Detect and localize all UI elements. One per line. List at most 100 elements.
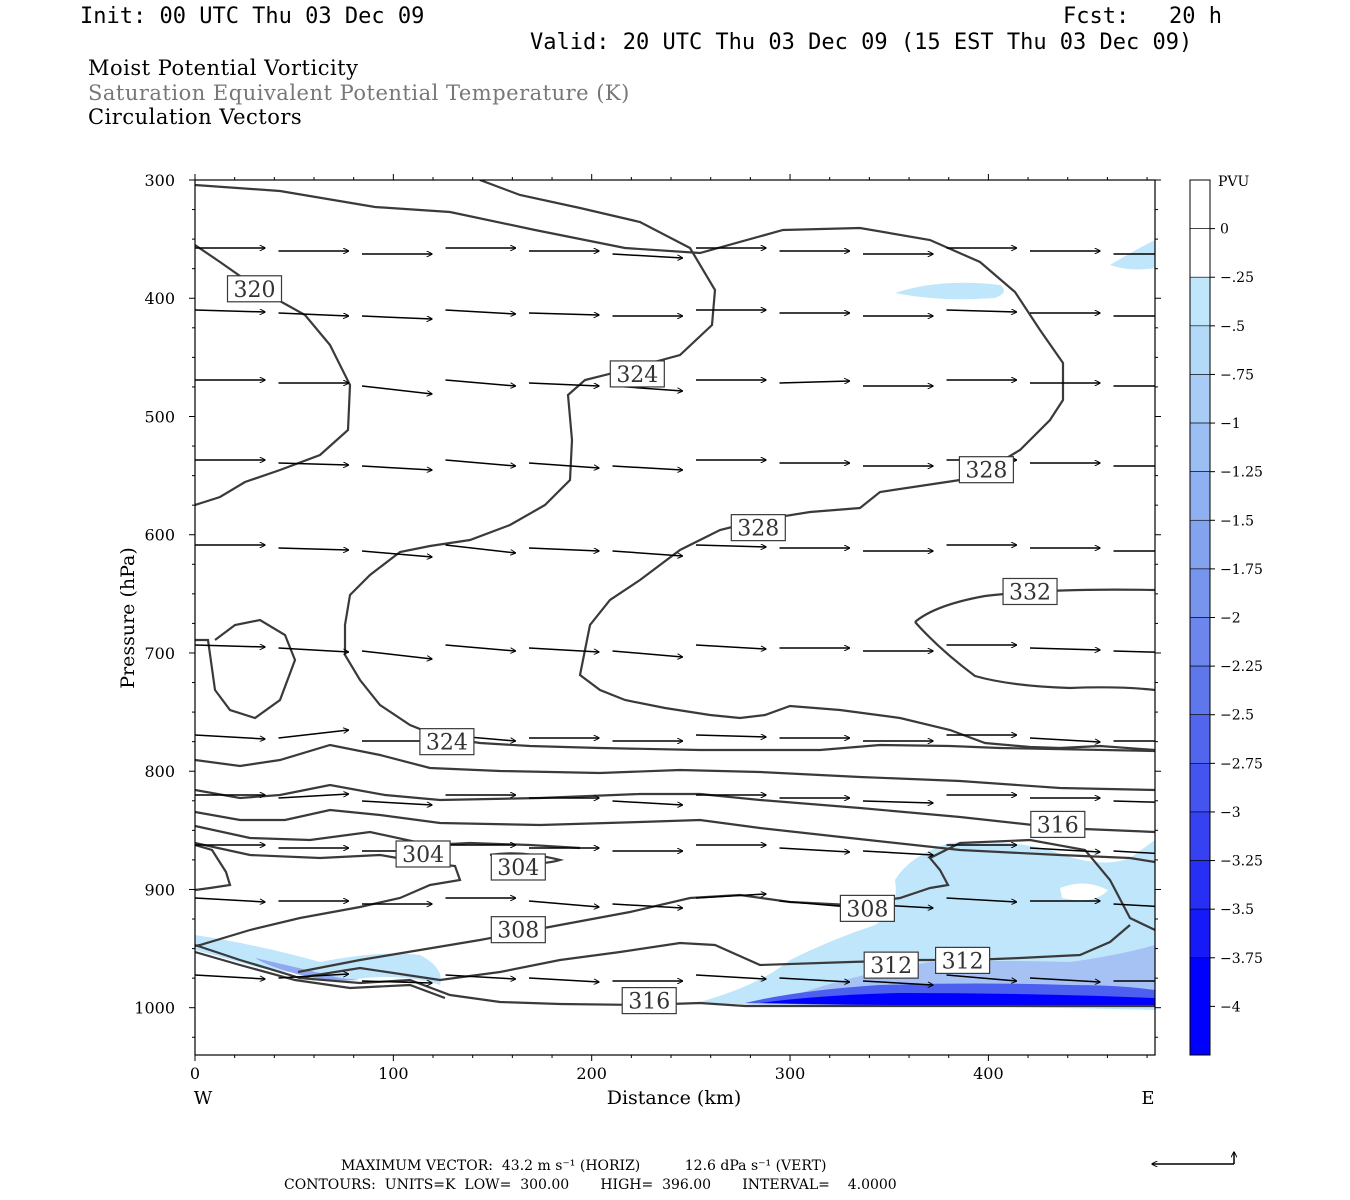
colorbar-label: −2	[1220, 611, 1241, 627]
circulation-vector	[195, 897, 265, 902]
contour-band-a	[195, 743, 1155, 792]
colorbar-label: −3.5	[1220, 902, 1254, 918]
circulation-vector	[278, 730, 349, 739]
circulation-vector	[612, 800, 683, 805]
colorbar-label: −1.25	[1220, 465, 1263, 481]
circulation-vector	[528, 382, 599, 386]
contour-label-box	[395, 840, 451, 868]
colorbar-swatch	[1189, 422, 1211, 472]
circulation-vector	[528, 977, 599, 982]
contour-label: 304	[490, 853, 546, 881]
contour-label: 332	[1002, 577, 1058, 606]
circulation-vector	[779, 847, 850, 852]
contour-label-box	[621, 987, 677, 1015]
colorbar-swatch	[1189, 228, 1211, 278]
colorbar-label: −3.25	[1220, 854, 1263, 870]
circulation-vector	[278, 463, 349, 465]
contour-332-lower	[914, 621, 1155, 692]
circulation-vector	[361, 981, 432, 983]
y-tick-label: 800	[144, 762, 175, 781]
contour-label-box	[1002, 577, 1058, 606]
colorbar-label: −4	[1220, 999, 1241, 1015]
colorbar-label: −3	[1220, 805, 1241, 821]
colorbar-swatch	[1189, 763, 1211, 813]
colorbar-label: −2.5	[1220, 708, 1254, 724]
contour-label: 324	[419, 728, 475, 756]
colorbar-swatch	[1189, 179, 1211, 229]
colorbar-label: −.5	[1220, 319, 1245, 335]
x-end-label-west: W	[194, 1088, 213, 1109]
colorbar-label: −2.75	[1220, 756, 1263, 772]
contour-label-text: 320	[234, 278, 276, 303]
circulation-vectors	[195, 248, 1155, 985]
contour-labels: 320 324 328 328 332 324 316 304 304 308 308 312 312 3…	[226, 275, 1086, 1015]
colorbar-swatch	[1189, 714, 1211, 764]
contour-label: 328	[958, 456, 1015, 484]
title-theta-es: Saturation Equivalent Potential Temperat…	[88, 81, 630, 105]
pvu-colorbar: 0 −.25 −.5 −.75 −1 −1.25 −1.5 −1.75 −2 −2.25 −2.5 −…	[1189, 179, 1263, 1056]
contour-band-b	[195, 783, 1155, 834]
contour-label-text: 316	[1037, 813, 1079, 838]
contour-left-bump	[195, 843, 232, 892]
colorbar-swatch	[1189, 617, 1211, 667]
x-tick-label: 100	[378, 1064, 409, 1083]
contour-label: 312	[935, 946, 991, 974]
contour-label-text: 304	[497, 856, 539, 881]
circulation-vector	[528, 547, 599, 551]
circulation-vector	[1113, 650, 1155, 653]
contour-316-surface	[195, 943, 1155, 1008]
colorbar-label: −.75	[1220, 367, 1254, 383]
contour-label-box	[490, 853, 546, 881]
circulation-vector	[445, 974, 516, 979]
circulation-vector	[528, 647, 599, 652]
colorbar-swatch	[1189, 908, 1211, 959]
circulation-vector	[612, 550, 683, 556]
x-end-label-east: E	[1141, 1088, 1154, 1109]
contour-label-text: 312	[942, 949, 984, 974]
circulation-vector	[946, 974, 1017, 981]
x-tick-label: 300	[775, 1064, 806, 1083]
title-mpv: Moist Potential Vorticity	[88, 56, 359, 80]
circulation-vector	[695, 974, 766, 979]
circulation-vector	[612, 903, 683, 908]
circulation-vector	[278, 647, 349, 652]
circulation-vector	[445, 309, 516, 314]
circulation-vector	[195, 734, 265, 739]
y-tick-label: 500	[144, 407, 175, 426]
circulation-vector	[278, 312, 349, 316]
colorbar-swatch	[1189, 276, 1211, 327]
circulation-vector	[278, 548, 349, 550]
colorbar-swatch	[1189, 860, 1211, 910]
contour-label-text: 328	[737, 517, 779, 542]
contour-label-text: 308	[497, 919, 539, 944]
axis-ticks: 300 400 500 600 700 800 900 1000 0 100 200 300 400	[134, 171, 1161, 1083]
colorbar-label: −.25	[1220, 270, 1254, 286]
circulation-vector	[445, 379, 516, 386]
circulation-vector	[445, 459, 516, 466]
forecast-hour: Fcst: 20 h	[1063, 4, 1222, 29]
contour-316-inner	[195, 950, 446, 1000]
pv-shade-east-core	[760, 993, 1155, 1006]
circulation-vector	[195, 310, 265, 312]
contour-label-text: 324	[616, 363, 658, 388]
contour-label-text: 324	[426, 731, 468, 756]
circulation-vector	[445, 644, 516, 651]
contour-label-box	[958, 456, 1015, 484]
contour-band-d	[195, 824, 581, 850]
circulation-vector	[195, 645, 265, 647]
colorbar-swatch	[1189, 519, 1211, 570]
circulation-vector	[862, 850, 933, 855]
circulation-vector	[612, 253, 683, 258]
circulation-vector	[695, 735, 766, 737]
circulation-vector	[1113, 903, 1155, 908]
contour-label: 308	[490, 916, 546, 944]
x-axis-label: Distance (km)	[607, 1087, 742, 1109]
footer-max-vector: MAXIMUM VECTOR: 43.2 m s⁻¹ (HORIZ) 12.6 …	[341, 1158, 827, 1174]
circulation-vector	[445, 544, 516, 553]
contour-324-loop	[343, 180, 1155, 753]
contour-label-text: 332	[1009, 580, 1051, 605]
plot-frame	[194, 179, 1156, 1056]
pv-shading	[195, 240, 1155, 1010]
contour-label: 308	[839, 894, 895, 922]
contour-label: 320	[226, 275, 283, 303]
